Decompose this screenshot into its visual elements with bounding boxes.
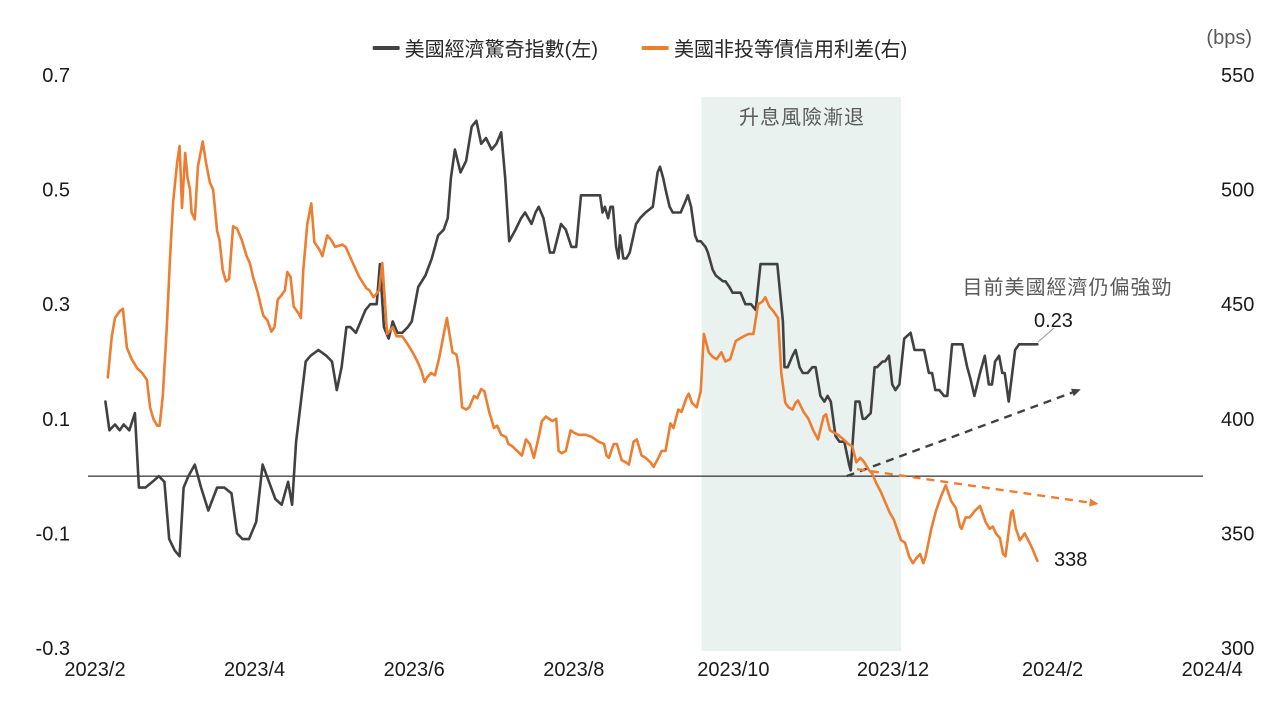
- legend-line-swatch-orange-icon: [642, 45, 669, 50]
- left-axis-tick-label: -0.1: [36, 523, 70, 545]
- left-axis-tick-label: 0.5: [42, 180, 70, 202]
- legend-item-surprise-index: 美國經濟驚奇指數(左): [372, 33, 598, 62]
- x-axis-tick-label: 2023/12: [857, 659, 929, 681]
- left-axis-tick-label: -0.3: [36, 638, 70, 660]
- surprise-index-end-value-label: 0.23: [1034, 310, 1073, 332]
- left-axis-tick-label: 0.7: [42, 65, 70, 87]
- x-axis-tick-label: 2023/4: [224, 659, 285, 681]
- economy-strong-annotation: 目前美國經濟仍偏強勁: [962, 277, 1173, 299]
- surprise-index-line: [104, 119, 1039, 558]
- x-axis-tick-label: 2023/2: [64, 659, 125, 681]
- right-axis-tick-label: 500: [1221, 180, 1254, 202]
- end-value-callout-line: [1037, 327, 1055, 343]
- x-axis-tick-label: 2023/6: [384, 659, 445, 681]
- legend-label-surprise-index: 美國經濟驚奇指數(左): [404, 39, 598, 61]
- left-axis-tick-label: 0.3: [42, 294, 70, 316]
- credit-spread-line: [106, 140, 1039, 565]
- x-axis-tick-label: 2023/10: [697, 659, 769, 681]
- right-axis-tick-label: 550: [1221, 65, 1254, 87]
- right-axis-unit-label: (bps): [1206, 27, 1252, 49]
- rate-hike-risk-band: [701, 97, 901, 651]
- right-axis-tick-label: 300: [1221, 638, 1254, 660]
- right-axis-tick-label: 350: [1221, 523, 1254, 545]
- legend-line-swatch-dark-icon: [372, 45, 400, 50]
- left-axis-tick-label: 0.1: [42, 409, 70, 431]
- credit-spread-trend-arrow: [856, 468, 1099, 507]
- legend-item-credit-spread: 美國非投等債信用利差(右): [642, 33, 907, 62]
- credit-spread-end-value-label: 338: [1054, 549, 1088, 571]
- x-axis-tick-label: 2024/4: [1182, 659, 1243, 681]
- right-axis-tick-label: 400: [1221, 409, 1254, 431]
- x-axis-tick-label: 2023/8: [543, 659, 604, 681]
- x-axis-tick-label: 2024/2: [1022, 659, 1083, 681]
- right-axis-tick-label: 450: [1221, 294, 1254, 316]
- legend: 美國經濟驚奇指數(左) 美國非投等債信用利差(右): [372, 33, 907, 62]
- band-annotation: 升息風險漸退: [739, 107, 865, 129]
- legend-label-credit-spread: 美國非投等債信用利差(右): [674, 39, 908, 61]
